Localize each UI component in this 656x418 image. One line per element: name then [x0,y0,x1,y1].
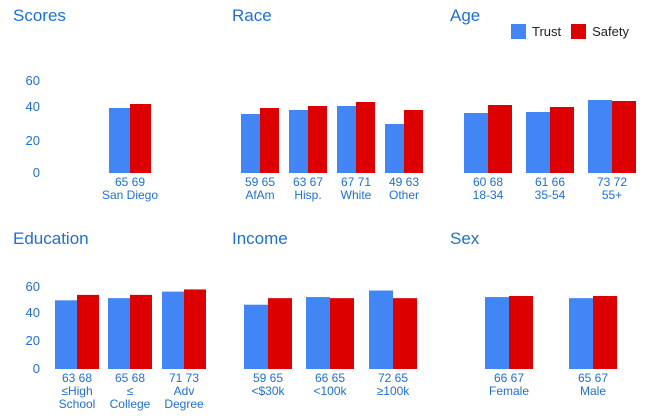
category-label: <$30k [251,384,285,398]
panel-title-education: Education [13,229,89,248]
bar-trust [55,300,77,369]
y-tick-label: 20 [26,333,40,348]
y-tick-label: 20 [26,133,40,148]
category-label: White [341,188,372,202]
bar-safety [130,294,152,369]
data-label: 72 65 [378,371,408,385]
bar-trust [306,297,330,369]
data-label: 49 63 [389,175,419,189]
bar-safety [260,108,279,173]
bar-trust [244,304,268,369]
bar-trust [569,298,593,369]
bar-safety [612,101,636,173]
category-label: AfAm [245,188,274,202]
legend-swatch-safety [571,24,587,39]
bar-trust [588,100,612,173]
bar-trust [337,106,356,173]
data-label: 63 67 [293,175,323,189]
data-label: 60 68 [473,175,503,189]
bar-safety [330,298,354,369]
bar-trust [464,113,488,173]
bar-safety [184,289,206,369]
bar-trust [369,290,393,369]
data-label: 66 67 [494,371,524,385]
bar-trust [109,108,130,173]
category-label: 35-54 [535,188,566,202]
y-tick-label: 0 [33,361,40,376]
data-label: 67 71 [341,175,371,189]
y-tick-label: 60 [26,73,40,88]
bar-safety [356,102,375,173]
y-tick-label: 40 [26,305,40,320]
legend-label-safety: Safety [592,24,629,39]
panel-title-scores: Scores [13,6,66,25]
panel-title-sex: Sex [450,229,480,248]
data-label: 59 65 [253,371,283,385]
bar-safety [130,104,151,173]
category-label: College [110,397,151,411]
panel-title-race: Race [232,6,272,25]
data-label: 71 73 [169,371,199,385]
category-label: ≤High [61,384,92,398]
category-label: Hisp. [294,188,321,202]
data-label: 66 65 [315,371,345,385]
bar-safety [509,295,533,369]
data-label: 65 67 [578,371,608,385]
legend-swatch-trust [511,24,526,39]
bar-trust [289,110,308,173]
legend: Trust Safety [511,24,639,39]
data-label: 65 68 [115,371,145,385]
category-label: Degree [164,397,204,411]
bar-trust [241,114,260,173]
category-label: School [59,397,96,411]
y-tick-label: 60 [26,279,40,294]
bar-safety [550,107,574,173]
data-label: 65 69 [115,175,145,189]
bar-safety [268,298,292,369]
bar-safety [404,110,423,173]
data-label: 59 65 [245,175,275,189]
legend-item-safety: Safety [571,24,629,39]
category-label: ≥100k [377,384,411,398]
data-label: 73 72 [597,175,627,189]
category-label: San Diego [102,188,158,202]
legend-item-trust: Trust [511,24,561,39]
bar-trust [108,298,130,369]
data-label: 63 68 [62,371,92,385]
panel-title-age: Age [450,6,481,25]
y-tick-label: 0 [33,165,40,180]
category-label: 18-34 [473,188,504,202]
category-label: Other [389,188,419,202]
category-label: ≤ [127,384,134,398]
bar-trust [162,291,184,369]
data-label: 61 66 [535,175,565,189]
y-tick-label: 40 [26,99,40,114]
category-label: <100k [313,384,347,398]
bar-safety [393,298,417,369]
panel-title-income: Income [232,229,288,248]
bar-trust [385,124,404,173]
category-label: Adv [174,384,195,398]
bar-safety [488,105,512,173]
category-label: 55+ [602,188,622,202]
category-label: Male [580,384,606,398]
legend-label-trust: Trust [532,24,562,39]
bar-safety [77,294,99,369]
bar-trust [485,297,509,369]
bar-safety [308,106,327,173]
bar-safety [593,295,617,369]
category-label: Female [489,384,529,398]
bar-trust [526,112,550,173]
